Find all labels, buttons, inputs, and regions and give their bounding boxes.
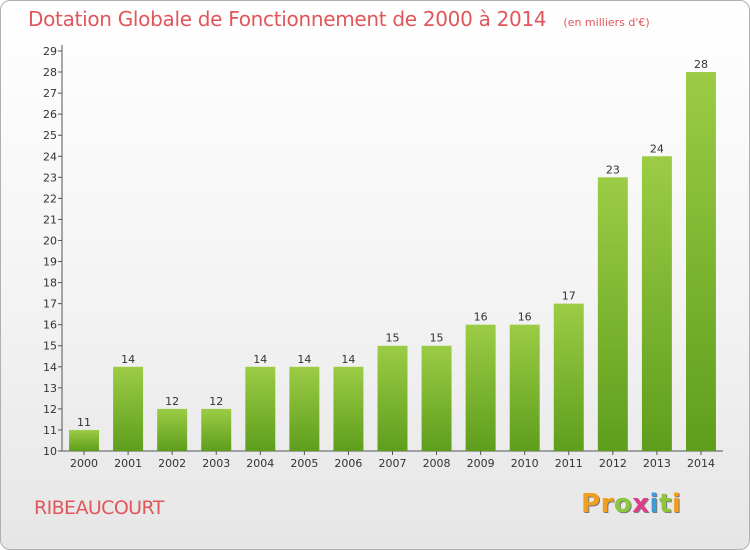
- x-tick-label: 2012: [599, 457, 627, 470]
- y-tick-label: 20: [43, 234, 57, 247]
- bar: [69, 429, 100, 451]
- proxiti-logo: Proxiti: [581, 489, 681, 519]
- chart-title: Dotation Globale de Fonctionnement de 20…: [28, 7, 547, 31]
- bar-value-label: 16: [518, 311, 532, 324]
- logo-letter: t: [658, 489, 672, 519]
- bar-value-label: 16: [474, 311, 488, 324]
- logo-letter: r: [600, 489, 614, 519]
- y-tick-label: 18: [43, 277, 57, 290]
- logo-letter: o: [613, 489, 633, 519]
- bars: [69, 72, 716, 451]
- bar-value-label: 28: [694, 58, 708, 71]
- y-tick-label: 21: [43, 213, 57, 226]
- x-tick-label: 2008: [423, 457, 451, 470]
- bar: [201, 408, 232, 451]
- bar: [685, 72, 716, 451]
- y-tick-label: 15: [43, 340, 57, 353]
- bar: [245, 366, 276, 451]
- y-tick-label: 29: [43, 45, 57, 58]
- logo-letter: i: [649, 489, 659, 519]
- x-tick-label: 2014: [687, 457, 715, 470]
- x-tick-label: 2010: [511, 457, 539, 470]
- x-tick-label: 2011: [555, 457, 583, 470]
- bar-value-label: 12: [209, 395, 223, 408]
- y-tick-label: 10: [43, 445, 57, 458]
- bar-value-label: 12: [165, 395, 179, 408]
- bar-value-label: 23: [606, 163, 620, 176]
- title-row: Dotation Globale de Fonctionnement de 20…: [28, 7, 650, 31]
- logo-letter: P: [581, 489, 601, 519]
- x-tick-label: 2007: [379, 457, 407, 470]
- bar-value-label: 17: [562, 290, 576, 303]
- value-labels: 11 14 12 12 14 14 14 15 15 16 16 17 23 24 28: [77, 58, 708, 429]
- bar: [377, 345, 408, 451]
- bar-value-label: 14: [297, 353, 311, 366]
- y-tick-label: 24: [43, 150, 57, 163]
- bar: [553, 303, 584, 451]
- y-tick-label: 28: [43, 66, 57, 79]
- y-tick-label: 25: [43, 129, 57, 142]
- logo-letter: i: [671, 489, 682, 519]
- y-tick-label: 12: [43, 403, 57, 416]
- chart-subtitle: (en milliers d'€): [563, 16, 650, 29]
- bar-value-label: 14: [253, 353, 267, 366]
- bar: [157, 408, 188, 451]
- x-tick-label: 2004: [246, 457, 274, 470]
- x-tick-label: 2000: [70, 457, 98, 470]
- bar-value-label: 15: [386, 332, 400, 345]
- axes: 10 11 12 13 14 15 16 17 18 19 20 21 22 23 24 25 26 27 28 29…: [43, 45, 723, 470]
- bar: [421, 345, 452, 451]
- y-tick-label: 26: [43, 108, 57, 121]
- y-tick-label: 14: [43, 361, 57, 374]
- bar-value-label: 15: [430, 332, 444, 345]
- x-tick-label: 2002: [158, 457, 186, 470]
- bar-value-label: 14: [341, 353, 355, 366]
- commune-name: RIBEAUCOURT: [34, 497, 164, 519]
- x-tick-label: 2005: [290, 457, 318, 470]
- y-tick-label: 11: [43, 424, 57, 437]
- y-tick-label: 27: [43, 87, 57, 100]
- bar: [113, 366, 144, 451]
- bar: [289, 366, 320, 451]
- x-tick-label: 2009: [467, 457, 495, 470]
- bar: [333, 366, 364, 451]
- y-tick-label: 17: [43, 298, 57, 311]
- bar-value-label: 14: [121, 353, 135, 366]
- y-tick-label: 13: [43, 382, 57, 395]
- y-tick-label: 23: [43, 171, 57, 184]
- bar-value-label: 24: [650, 142, 664, 155]
- bar: [509, 324, 540, 451]
- x-tick-label: 2006: [334, 457, 362, 470]
- bar: [465, 324, 496, 451]
- x-tick-label: 2003: [202, 457, 230, 470]
- x-tick-label: 2013: [643, 457, 671, 470]
- bar: [641, 156, 672, 451]
- bar-value-label: 11: [77, 416, 91, 429]
- logo-letter: x: [632, 489, 650, 519]
- y-tick-label: 16: [43, 319, 57, 332]
- bar: [597, 177, 628, 451]
- y-tick-label: 22: [43, 192, 57, 205]
- y-tick-label: 19: [43, 256, 57, 269]
- x-tick-label: 2001: [114, 457, 142, 470]
